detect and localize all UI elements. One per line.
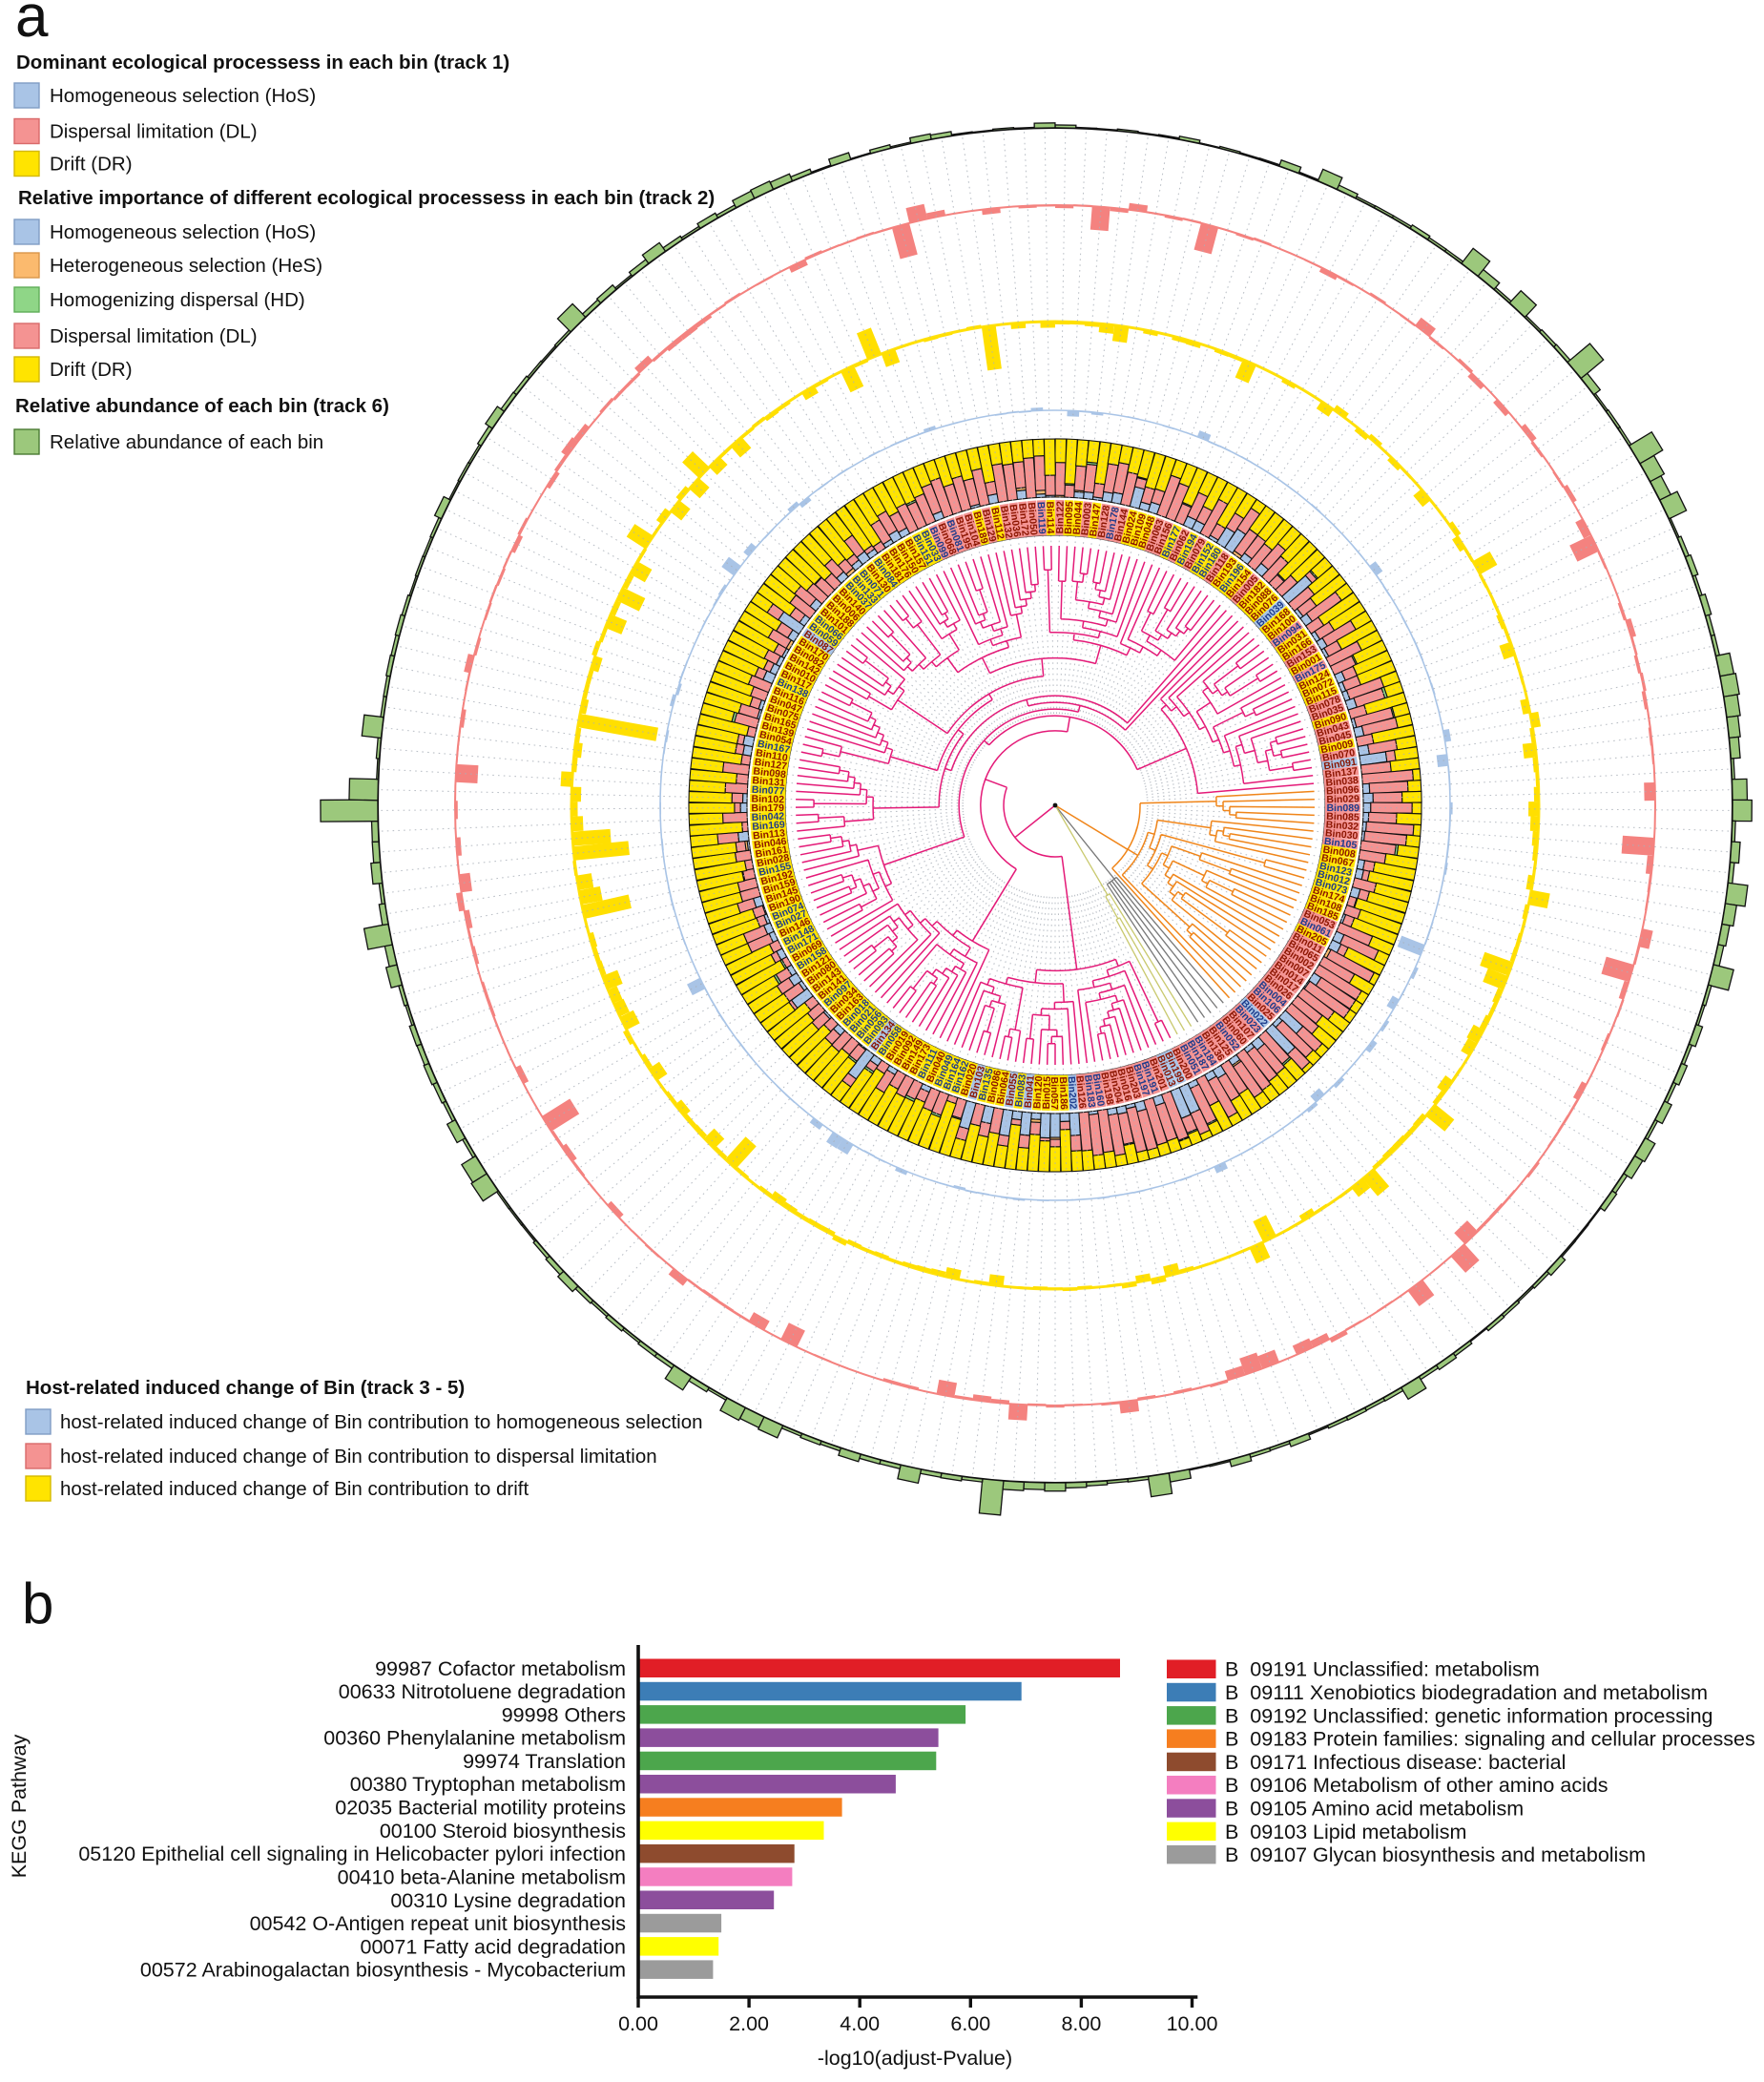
svg-text:Drift (DR): Drift (DR)	[50, 359, 133, 381]
svg-text:host-related induced change of: host-related induced change of Bin contr…	[60, 1411, 703, 1433]
svg-text:Homogenizing dispersal (HD): Homogenizing dispersal (HD)	[50, 289, 305, 311]
svg-text:Relative abundance of each bin: Relative abundance of each bin (track 6)	[15, 395, 389, 417]
svg-text:6.00: 6.00	[950, 2012, 990, 2035]
svg-text:05120 Epithelial cell signalin: 05120 Epithelial cell signaling in Helic…	[78, 1843, 626, 1865]
svg-text:Relative importance of differe: Relative importance of different ecologi…	[18, 187, 715, 209]
svg-text:KEGG Pathway: KEGG Pathway	[8, 1734, 31, 1878]
svg-text:00410 beta-Alanine metabolism: 00410 beta-Alanine metabolism	[338, 1866, 626, 1889]
svg-text:b: b	[22, 1572, 53, 1635]
svg-text:a: a	[15, 0, 49, 50]
svg-text:Host-related induced change of: Host-related induced change of Bin (trac…	[26, 1377, 465, 1399]
svg-text:Dispersal limitation (DL): Dispersal limitation (DL)	[50, 325, 258, 347]
svg-text:99998 Others: 99998 Others	[502, 1703, 626, 1726]
svg-text:B 09103 Lipid metabolism: B 09103 Lipid metabolism	[1225, 1821, 1466, 1843]
svg-text:0.00: 0.00	[618, 2012, 658, 2035]
svg-text:Drift (DR): Drift (DR)	[50, 154, 133, 176]
svg-text:B 09183 Protein families: sig: B 09183 Protein families: signaling and …	[1225, 1728, 1755, 1751]
svg-text:8.00: 8.00	[1061, 2012, 1101, 2035]
svg-text:00360 Phenylalanine metabolism: 00360 Phenylalanine metabolism	[323, 1727, 626, 1750]
svg-text:Heterogeneous selection (HeS): Heterogeneous selection (HeS)	[50, 255, 322, 277]
svg-text:B 09106 Metabolism of other a: B 09106 Metabolism of other amino acids	[1225, 1774, 1608, 1797]
svg-text:Dispersal limitation (DL): Dispersal limitation (DL)	[50, 121, 258, 143]
svg-text:00380 Tryptophan metabolism: 00380 Tryptophan metabolism	[350, 1773, 626, 1796]
svg-text:00310 Lysine degradation: 00310 Lysine degradation	[390, 1889, 626, 1912]
svg-text:B 09105 Amino acid metabolism: B 09105 Amino acid metabolism	[1225, 1798, 1524, 1821]
svg-text:00542 O-Antigen repeat unit bi: 00542 O-Antigen repeat unit biosynthesis	[250, 1912, 626, 1935]
svg-text:Bin114: Bin114	[1044, 501, 1056, 533]
svg-text:B 09192 Unclassified: genetic: B 09192 Unclassified: genetic informatio…	[1225, 1704, 1713, 1727]
svg-text:00071 Fatty acid degradation: 00071 Fatty acid degradation	[360, 1935, 626, 1958]
svg-text:B 09191 Unclassified: metabol: B 09191 Unclassified: metabolism	[1225, 1658, 1540, 1681]
svg-text:host-related induced change of: host-related induced change of Bin contr…	[60, 1478, 529, 1500]
svg-text:B 09171 Infectious disease: b: B 09171 Infectious disease: bacterial	[1225, 1751, 1566, 1774]
svg-text:2.00: 2.00	[729, 2012, 769, 2035]
svg-text:99974 Translation: 99974 Translation	[463, 1750, 626, 1773]
svg-text:99987 Cofactor metabolism: 99987 Cofactor metabolism	[375, 1657, 626, 1680]
svg-text:B 09107 Glycan biosynthesis a: B 09107 Glycan biosynthesis and metaboli…	[1225, 1843, 1646, 1866]
svg-text:-log10(adjust-Pvalue): -log10(adjust-Pvalue)	[818, 2047, 1012, 2070]
svg-text:Dominant ecological processess: Dominant ecological processess in each b…	[16, 52, 509, 73]
svg-text:00572 Arabinogalactan biosynth: 00572 Arabinogalactan biosynthesis - Myc…	[140, 1959, 626, 1982]
svg-text:host-related induced change of: host-related induced change of Bin contr…	[60, 1446, 657, 1468]
svg-text:Homogeneous selection (HoS): Homogeneous selection (HoS)	[50, 221, 316, 243]
svg-text:00100 Steroid biosynthesis: 00100 Steroid biosynthesis	[380, 1820, 626, 1843]
svg-text:Relative abundance of each bin: Relative abundance of each bin	[50, 431, 323, 453]
svg-text:Homogeneous selection (HoS): Homogeneous selection (HoS)	[50, 85, 316, 107]
svg-text:00633 Nitrotoluene degradation: 00633 Nitrotoluene degradation	[339, 1680, 626, 1703]
svg-text:02035 Bacterial motility prote: 02035 Bacterial motility proteins	[335, 1797, 626, 1820]
svg-text:10.00: 10.00	[1167, 2012, 1218, 2035]
svg-text:B 09111 Xenobiotics biodegrad: B 09111 Xenobiotics biodegradation and m…	[1225, 1681, 1708, 1704]
svg-text:4.00: 4.00	[840, 2012, 880, 2035]
